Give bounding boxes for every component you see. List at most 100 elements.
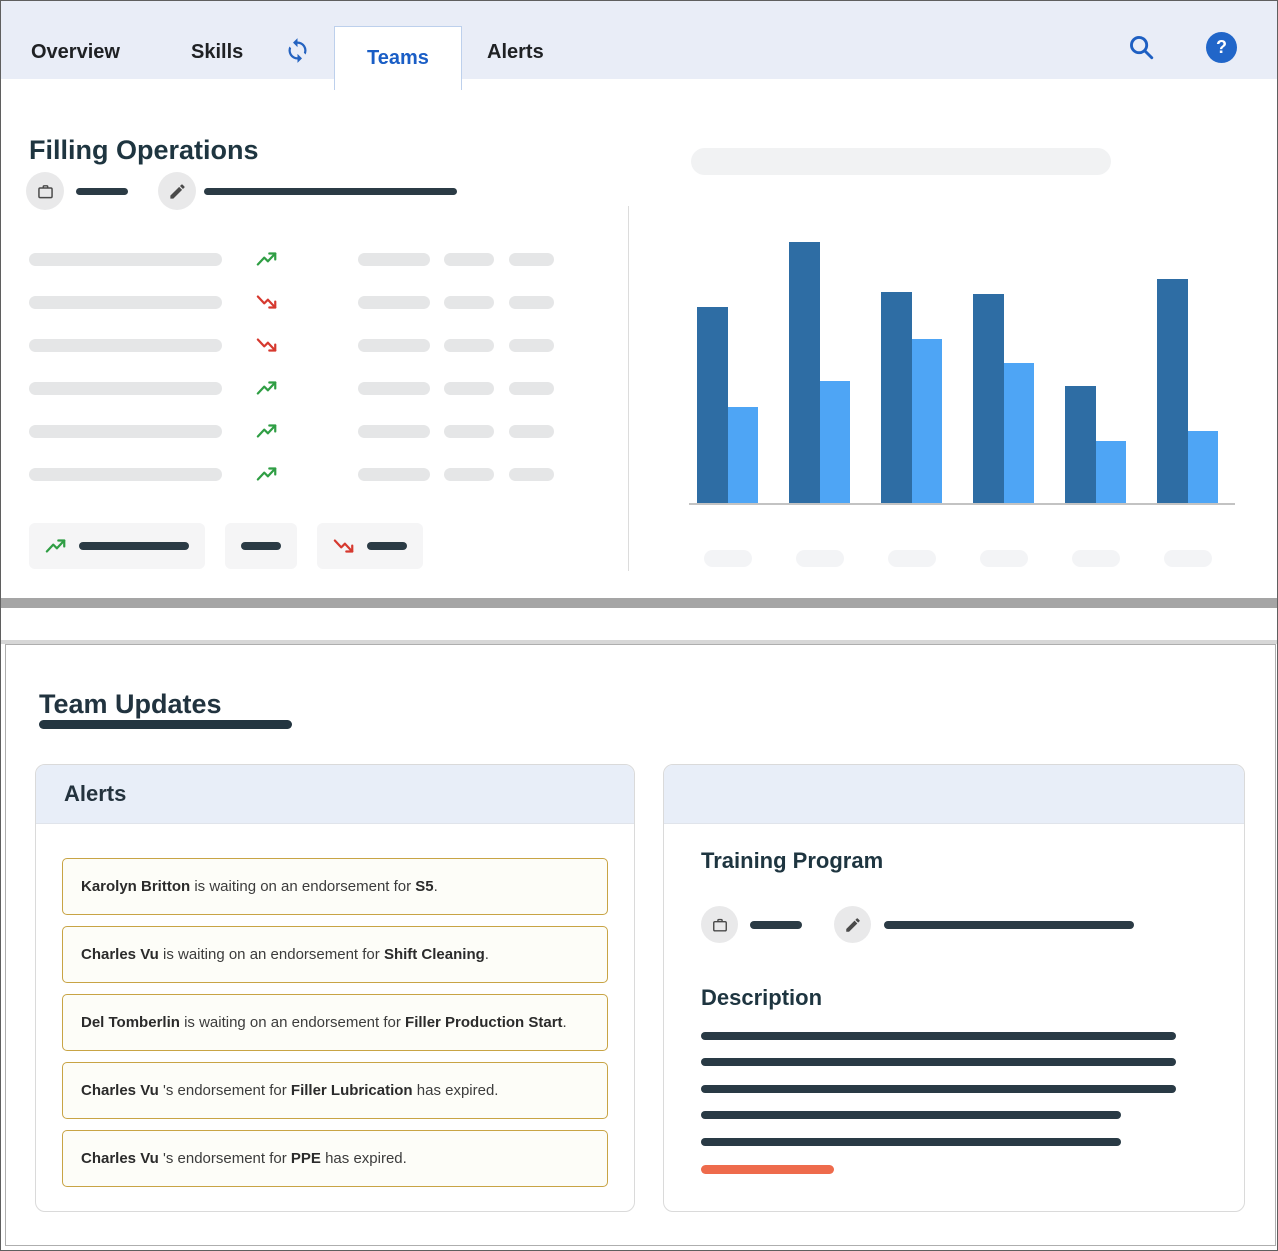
- chart-title-skeleton: [691, 148, 1111, 175]
- trend-up-icon: [256, 252, 277, 266]
- skeleton-cell: [444, 295, 494, 309]
- skeleton-cell: [509, 252, 554, 266]
- tab-overview[interactable]: Overview: [31, 41, 120, 63]
- skeleton-cell: [358, 338, 430, 352]
- alert-item: Del Tomberlin is waiting on an endorseme…: [62, 994, 608, 1051]
- skeleton-cell: [358, 252, 430, 266]
- orange-accent-line: [701, 1165, 834, 1174]
- x-label-skeleton: [703, 550, 752, 567]
- alert-item: Charles Vu 's endorsement for PPE has ex…: [62, 1130, 608, 1187]
- skeleton-cell: [358, 424, 430, 438]
- skill-row: [29, 463, 554, 485]
- x-label-skeleton: [979, 550, 1028, 567]
- skill-rows: [29, 248, 554, 506]
- legend-button-2[interactable]: [225, 523, 297, 569]
- tab-skills[interactable]: Skills: [191, 41, 244, 63]
- skeleton-cell: [509, 381, 554, 395]
- help-icon[interactable]: ?: [1206, 32, 1237, 63]
- skill-row: [29, 334, 554, 356]
- skeleton-cell: [358, 381, 430, 395]
- tab-bar: Overview Skills Teams Alerts ?: [1, 1, 1277, 90]
- briefcase-icon: [26, 172, 64, 210]
- trend-indicator: [256, 463, 278, 485]
- skeleton-cell: [358, 295, 430, 309]
- description-heading: Description: [701, 985, 823, 1010]
- skill-row: [29, 420, 554, 442]
- x-label-slot: [1157, 550, 1218, 567]
- skeleton-skill-name: [29, 381, 222, 395]
- skeleton-cell: [509, 467, 554, 481]
- pencil-icon: [158, 172, 196, 210]
- bar-group: [697, 307, 758, 504]
- pencil-icon: [834, 906, 871, 943]
- trend-indicator: [256, 420, 278, 442]
- skeleton-label: [367, 542, 407, 550]
- skeleton-skill-name: [29, 424, 222, 438]
- vertical-divider: [628, 206, 629, 571]
- card-top-edge: [1, 640, 1277, 644]
- skill-row: [29, 377, 554, 399]
- bar-secondary: [1188, 431, 1218, 504]
- bar-primary: [697, 307, 728, 504]
- bar-secondary: [728, 407, 758, 504]
- page-title: Filling Operations: [29, 135, 259, 166]
- bar-primary: [973, 294, 1004, 504]
- trend-up-icon: [256, 424, 277, 438]
- skeleton-text-line: [701, 1058, 1176, 1066]
- alert-text: Charles Vu 's endorsement for PPE has ex…: [81, 1150, 407, 1167]
- refresh-icon[interactable]: [284, 37, 311, 64]
- skeleton-cell: [509, 424, 554, 438]
- tab-alerts[interactable]: Alerts: [487, 41, 544, 63]
- skeleton-skill-name: [29, 252, 222, 266]
- trend-up-icon: [256, 381, 277, 395]
- x-label-slot: [1065, 550, 1126, 567]
- alert-text: Charles Vu is waiting on an endorsement …: [81, 946, 489, 963]
- skeleton-cell: [444, 424, 494, 438]
- skeleton-cell: [444, 252, 494, 266]
- x-label-slot: [697, 550, 758, 567]
- skill-row: [29, 248, 554, 270]
- bar-secondary: [912, 339, 942, 504]
- bar-chart-plot: [697, 242, 1218, 504]
- briefcase-icon: [701, 906, 738, 943]
- skeleton-cell: [444, 338, 494, 352]
- bar-primary: [1157, 279, 1188, 504]
- trend-indicator: [256, 334, 278, 356]
- alerts-panel-header: Alerts: [36, 765, 634, 824]
- x-label-skeleton: [795, 550, 844, 567]
- section-title: Team Updates: [39, 689, 222, 720]
- skeleton-text-line: [701, 1111, 1121, 1119]
- filling-operations-section: Overview Skills Teams Alerts ? Filling O…: [1, 1, 1277, 598]
- trend-down-icon: [256, 338, 277, 352]
- training-panel: Training Program Description: [663, 764, 1245, 1212]
- legend-button-3[interactable]: [317, 523, 423, 569]
- search-icon[interactable]: [1127, 33, 1156, 62]
- bar-group: [1157, 279, 1218, 504]
- alert-text: Charles Vu 's endorsement for Filler Lub…: [81, 1082, 499, 1099]
- tab-teams[interactable]: Teams: [334, 26, 462, 90]
- skeleton-label: [204, 187, 457, 195]
- x-label-slot: [973, 550, 1034, 567]
- skeleton-cell: [509, 338, 554, 352]
- x-label-skeleton: [1163, 550, 1212, 567]
- skeleton-cell: [509, 295, 554, 309]
- alert-text: Karolyn Britton is waiting on an endorse…: [81, 878, 438, 895]
- trend-down-icon: [333, 539, 354, 553]
- skeleton-label: [76, 187, 128, 195]
- skeleton-label: [884, 920, 1134, 929]
- trend-indicator: [256, 248, 278, 270]
- skeleton-text-line: [701, 1085, 1176, 1093]
- legend-buttons: [29, 523, 423, 569]
- legend-button-1[interactable]: [29, 523, 205, 569]
- alert-item: Charles Vu 's endorsement for Filler Lub…: [62, 1062, 608, 1119]
- training-panel-body: Training Program Description: [664, 824, 1244, 1211]
- bar-primary: [881, 292, 912, 504]
- skeleton-cell: [444, 381, 494, 395]
- team-meta-skeleton: [26, 172, 457, 210]
- skeleton-skill-name: [29, 295, 222, 309]
- skeleton-skill-name: [29, 338, 222, 352]
- training-panel-header: [664, 765, 1244, 824]
- bar-primary: [1065, 386, 1096, 504]
- x-label-skeleton: [1071, 550, 1120, 567]
